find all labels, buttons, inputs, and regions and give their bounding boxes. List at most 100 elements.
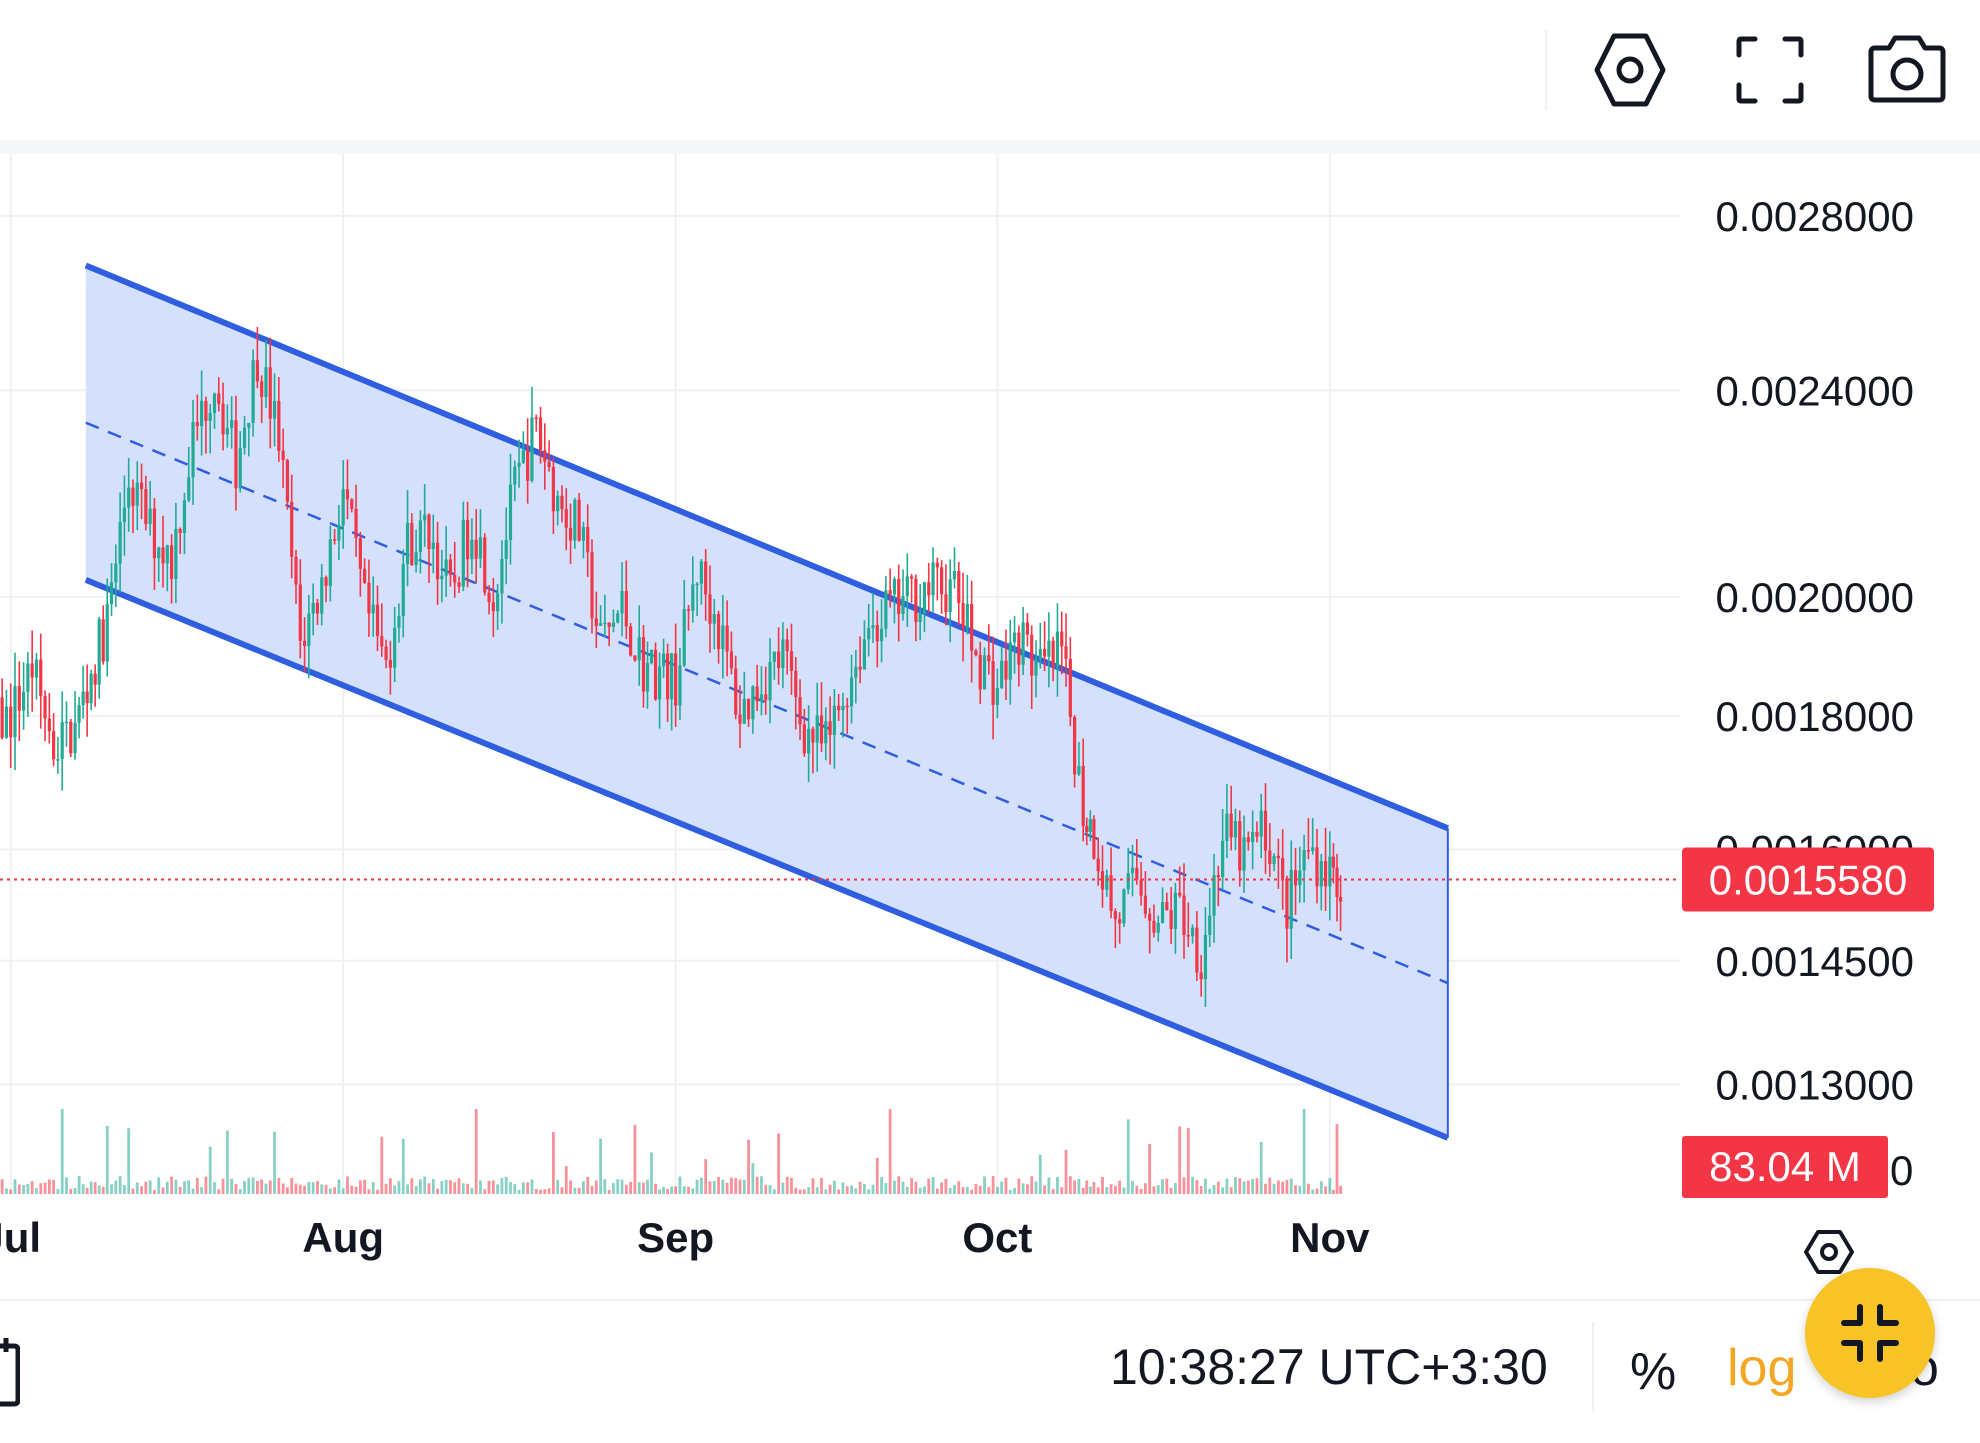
volume-bar bbox=[1008, 1189, 1012, 1194]
volume-bars bbox=[0, 1109, 1342, 1194]
candle-body bbox=[93, 673, 97, 685]
time-axis[interactable]: Jul Aug Sep Oct Nov bbox=[0, 1214, 1370, 1261]
volume-bar bbox=[944, 1178, 948, 1194]
volume-bar bbox=[1315, 1188, 1319, 1194]
volume-bar bbox=[393, 1185, 397, 1194]
candle-body bbox=[521, 450, 525, 463]
candle-body bbox=[991, 661, 995, 705]
volume-bar bbox=[1021, 1183, 1025, 1194]
candle-body bbox=[483, 537, 487, 593]
volume-bar bbox=[73, 1188, 77, 1194]
channel-lower-line[interactable] bbox=[84, 577, 1449, 1141]
volume-bar bbox=[620, 1179, 624, 1194]
volume-bar bbox=[654, 1183, 657, 1194]
candle-body bbox=[888, 590, 892, 595]
volume-bar bbox=[1148, 1144, 1152, 1194]
volume-bar bbox=[114, 1180, 118, 1194]
volume-bar bbox=[431, 1178, 435, 1194]
price-axis[interactable]: 0.0028000 0.0024000 0.0020000 0.0018000 0.00… bbox=[1715, 193, 1914, 1108]
candle-body bbox=[590, 552, 594, 619]
log-scale-toggle[interactable]: log bbox=[1727, 1339, 1797, 1397]
candle-body bbox=[1216, 875, 1220, 878]
exit-fullscreen-button[interactable] bbox=[1805, 1268, 1935, 1398]
volume-bar bbox=[678, 1176, 682, 1194]
price-chart[interactable]: 0.0028000 0.0024000 0.0020000 0.0018000 0.00… bbox=[0, 154, 1980, 1302]
candle-body bbox=[85, 691, 89, 704]
volume-bar bbox=[1255, 1178, 1259, 1194]
volume-bar bbox=[22, 1185, 25, 1194]
volume-bar bbox=[1034, 1181, 1038, 1194]
candle-body bbox=[1139, 879, 1143, 896]
price-tick-label: 0.0013000 bbox=[1715, 1061, 1914, 1108]
axis-settings-button[interactable] bbox=[1804, 1230, 1854, 1274]
volume-bar bbox=[1182, 1177, 1186, 1194]
candle-body bbox=[427, 514, 431, 549]
volume-bar bbox=[208, 1146, 212, 1194]
volume-bar bbox=[1088, 1186, 1092, 1194]
candle-body bbox=[1088, 819, 1092, 833]
candle-body bbox=[1135, 867, 1139, 880]
volume-bar bbox=[0, 1179, 4, 1194]
volume-bar bbox=[277, 1177, 281, 1194]
status-divider bbox=[1592, 1322, 1594, 1412]
volume-bar bbox=[794, 1187, 798, 1194]
candle-body bbox=[230, 420, 234, 428]
volume-bar bbox=[1131, 1181, 1134, 1194]
volume-bar bbox=[599, 1138, 602, 1194]
candle-body bbox=[961, 603, 965, 629]
candle-body bbox=[789, 651, 794, 671]
parallel-channel[interactable] bbox=[84, 262, 1449, 1141]
screenshot-button[interactable] bbox=[1862, 30, 1952, 110]
candle-body bbox=[225, 427, 229, 435]
candle-body bbox=[1268, 850, 1272, 865]
settings-button[interactable] bbox=[1585, 30, 1675, 110]
volume-bar bbox=[1139, 1188, 1143, 1194]
volume-bar bbox=[461, 1183, 465, 1194]
volume-bar bbox=[888, 1109, 892, 1194]
volume-bar bbox=[953, 1185, 956, 1194]
volume-bar bbox=[1225, 1178, 1229, 1194]
fullscreen-button[interactable] bbox=[1725, 30, 1815, 110]
candle-body bbox=[1298, 870, 1302, 886]
channel-upper-line[interactable] bbox=[84, 262, 1449, 832]
candle-body bbox=[69, 721, 73, 754]
candle-body bbox=[892, 579, 897, 595]
volume-bar bbox=[1161, 1179, 1164, 1194]
volume-bar bbox=[1302, 1109, 1306, 1194]
volume-bar bbox=[991, 1176, 995, 1194]
volume-bar bbox=[161, 1187, 165, 1194]
go-to-date-button[interactable] bbox=[0, 1338, 21, 1413]
candle-body bbox=[1096, 858, 1100, 872]
volume-bar bbox=[624, 1184, 628, 1194]
volume-bar bbox=[858, 1181, 862, 1194]
volume-bar bbox=[850, 1185, 853, 1194]
candle-body bbox=[768, 661, 772, 701]
volume-bar bbox=[530, 1179, 534, 1194]
candle-body bbox=[200, 400, 204, 427]
settings-icon bbox=[1594, 33, 1666, 107]
candle-body bbox=[751, 686, 755, 720]
candle-body bbox=[716, 614, 721, 650]
volume-bar bbox=[243, 1181, 246, 1194]
candle-body bbox=[556, 495, 560, 512]
candle-body bbox=[109, 582, 114, 605]
candle-body bbox=[285, 460, 290, 502]
volume-bar bbox=[39, 1183, 43, 1194]
candle-body bbox=[1190, 927, 1195, 937]
candle-body bbox=[772, 651, 776, 662]
candle-body bbox=[875, 625, 879, 642]
candle-body bbox=[641, 637, 646, 692]
volume-bar bbox=[268, 1180, 272, 1194]
volume-bar bbox=[573, 1187, 577, 1194]
volume-bar bbox=[1105, 1187, 1109, 1194]
candle-body bbox=[307, 613, 311, 647]
candle-body bbox=[633, 655, 637, 661]
volume-bar bbox=[666, 1188, 670, 1194]
volume-bar bbox=[564, 1166, 568, 1194]
percent-scale-toggle[interactable]: % bbox=[1630, 1343, 1677, 1401]
volume-bar bbox=[195, 1177, 199, 1194]
volume-bar bbox=[238, 1189, 242, 1194]
volume-bar bbox=[582, 1181, 585, 1194]
clock-timezone[interactable]: 10:38:27 UTC+3:30 bbox=[1110, 1339, 1548, 1395]
candle-body bbox=[1302, 850, 1306, 871]
